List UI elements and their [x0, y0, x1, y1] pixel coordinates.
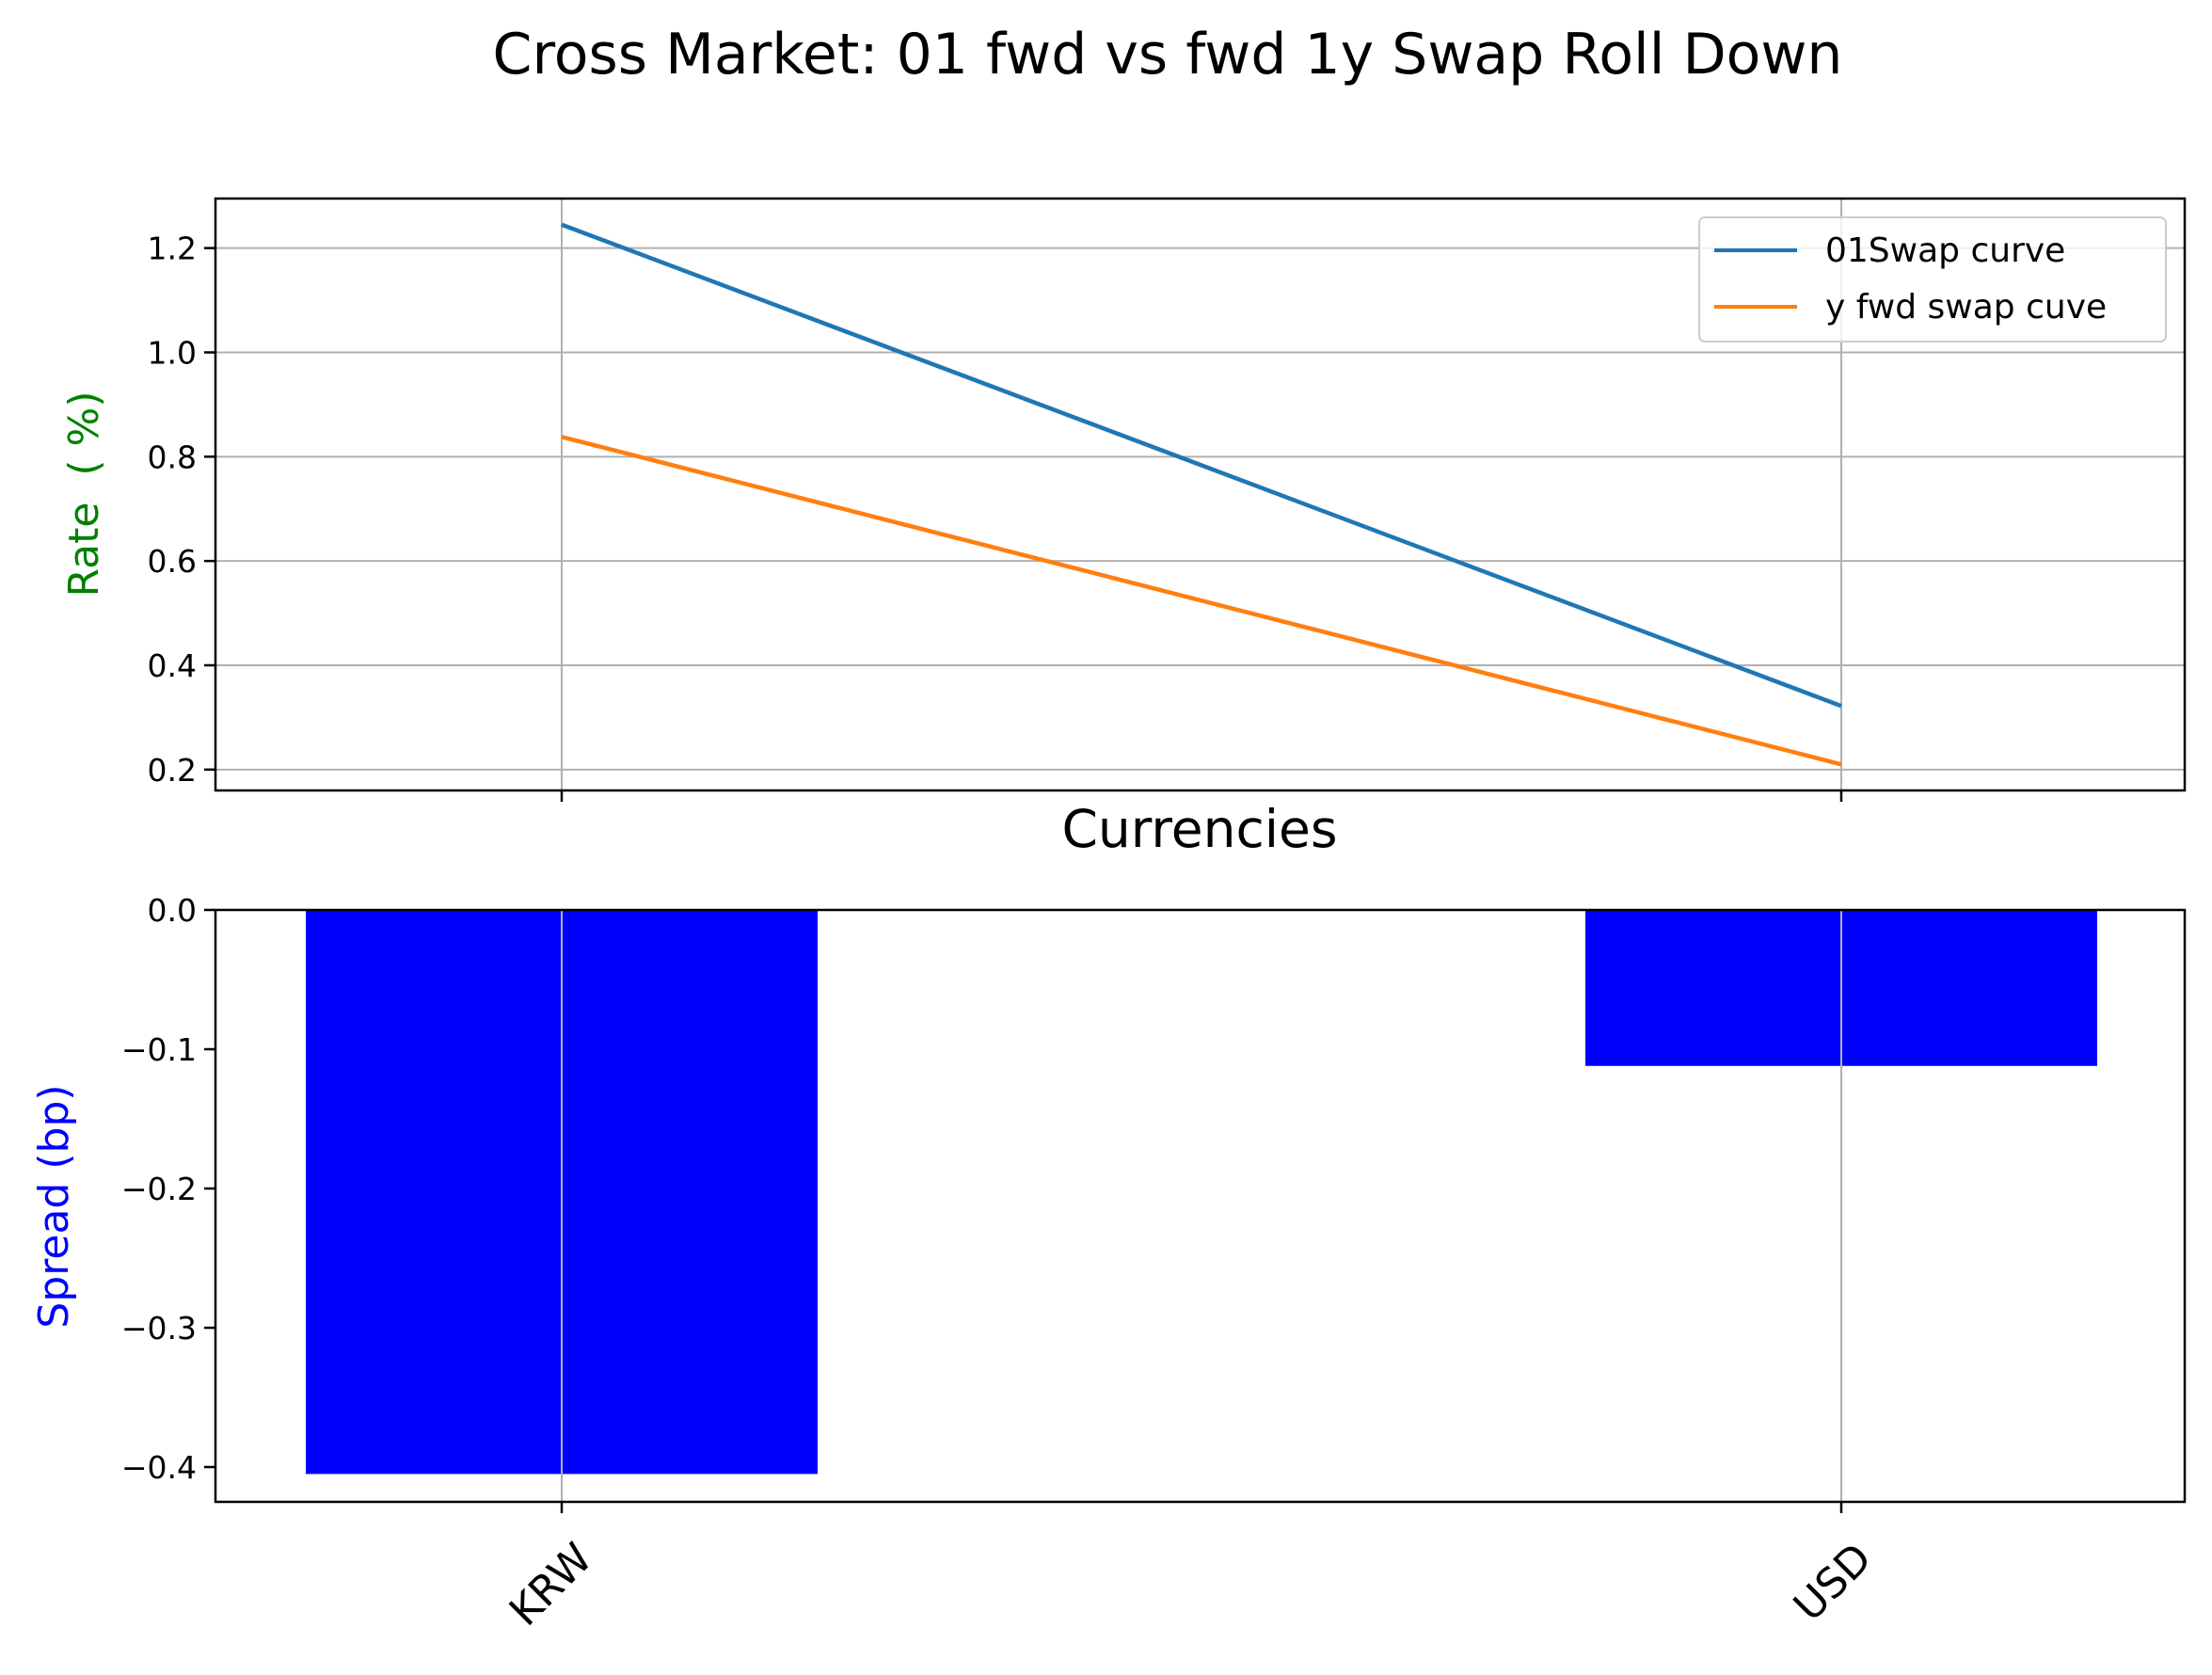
top-y-tick-label: 1.2 [148, 231, 197, 267]
bottom-y-tick-label: −0.1 [121, 1031, 197, 1068]
spread-bar-chart: 0.0 −0.1 −0.2 −0.3 −0.4 KRW USD Spread (bp) [30, 892, 2187, 1635]
series-line-01swap-curve [561, 222, 1842, 709]
top-y-tick-label: 0.8 [148, 439, 197, 475]
top-y-tick-label: 0.6 [148, 543, 197, 580]
top-y-tick-label: 1.0 [148, 334, 197, 371]
chart-title: Cross Market: 01 fwd vs fwd 1y Swap Roll… [493, 22, 1843, 88]
series-line-y-fwd-swap-cuve [561, 435, 1842, 767]
x-tick-label-krw: KRW [501, 1534, 602, 1635]
x-tick-label-usd: USD [1785, 1534, 1882, 1631]
legend: 01Swap curve y fwd swap cuve [1698, 216, 2167, 343]
top-y-tick-label: 0.2 [148, 752, 197, 789]
bottom-y-tick-label: −0.3 [121, 1310, 197, 1347]
bottom-y-tick-label: −0.4 [121, 1449, 197, 1486]
top-y-tick-label: 0.4 [148, 647, 197, 684]
legend-label-fwd-swap-cuve: y fwd swap cuve [1825, 288, 2107, 327]
bottom-axes-frame [214, 908, 2187, 1504]
bottom-y-tick-label: −0.2 [121, 1171, 197, 1207]
top-axes-frame [214, 197, 2187, 792]
legend-box [1698, 216, 2167, 343]
x-axis-label: Currencies [1061, 799, 1337, 859]
bottom-y-tick-label: 0.0 [148, 892, 197, 929]
top-y-axis-label: Rate ( %) [60, 391, 108, 598]
bottom-y-axis-label: Spread (bp) [30, 1084, 78, 1328]
legend-label-01swap-curve: 01Swap curve [1825, 231, 2065, 270]
rate-line-chart: 0.20.40.60.81.01.2 Rate ( %) Currencies … [60, 197, 2187, 859]
